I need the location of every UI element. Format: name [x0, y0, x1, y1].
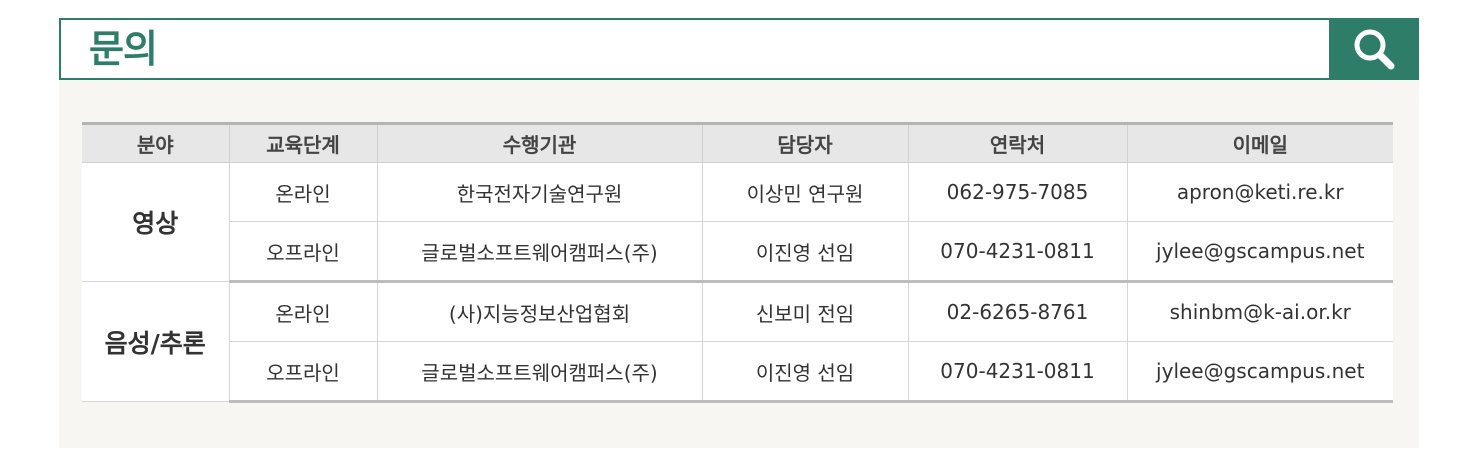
- column-header-field: 분야: [82, 122, 229, 163]
- email-cell: jylee@gscampus.net: [1126, 221, 1393, 283]
- stage-cell: 온라인: [228, 281, 377, 342]
- table-row: 음성/추론 온라인 (사)지능정보산업협회 신보미 전임 02-6265-876…: [82, 281, 1393, 402]
- column-header-organization: 수행기관: [376, 122, 702, 163]
- stage-cell: 오프라인: [228, 221, 377, 283]
- column-header-phone: 연락처: [907, 122, 1127, 163]
- stage-cell: 온라인: [228, 162, 377, 222]
- phone-cell: 070-4231-0811: [907, 341, 1127, 403]
- search-icon: [1354, 29, 1395, 70]
- contact-panel: 분야 교육단계 수행기관 담당자 연락처 이메일 영상 온라인 한국전자기술연구…: [59, 80, 1419, 448]
- page-title: 문의: [89, 27, 158, 71]
- contact-person-cell: 신보미 전임: [701, 281, 908, 342]
- contact-table: 분야 교육단계 수행기관 담당자 연락처 이메일 영상 온라인 한국전자기술연구…: [82, 122, 1393, 403]
- column-header-email: 이메일: [1126, 122, 1393, 163]
- contact-person-cell: 이진영 선임: [701, 221, 908, 283]
- field-cell: 영상: [82, 162, 229, 282]
- email-cell: apron@keti.re.kr: [1126, 162, 1393, 222]
- phone-cell: 070-4231-0811: [907, 221, 1127, 283]
- organization-cell: (사)지능정보산업협회: [376, 281, 702, 342]
- email-cell: jylee@gscampus.net: [1126, 341, 1393, 403]
- organization-cell: 글로벌소프트웨어캠퍼스(주): [376, 221, 702, 283]
- phone-cell: 02-6265-8761: [907, 281, 1127, 342]
- organization-cell: 글로벌소프트웨어캠퍼스(주): [376, 341, 702, 403]
- table-row: 영상 온라인 한국전자기술연구원 이상민 연구원 062-975-7085 ap…: [82, 162, 1393, 282]
- email-cell: shinbm@k-ai.or.kr: [1126, 281, 1393, 342]
- column-header-contact-person: 담당자: [701, 122, 908, 163]
- field-cell: 음성/추론: [82, 281, 229, 402]
- table-row: 오프라인 글로벌소프트웨어캠퍼스(주) 이진영 선임 070-4231-0811…: [82, 341, 1393, 403]
- stage-cell: 오프라인: [228, 341, 377, 403]
- table-header-row: 분야 교육단계 수행기관 담당자 연락처 이메일: [82, 122, 1393, 163]
- search-button[interactable]: [1329, 18, 1419, 80]
- organization-cell: 한국전자기술연구원: [376, 162, 702, 222]
- phone-cell: 062-975-7085: [907, 162, 1127, 222]
- column-header-stage: 교육단계: [228, 122, 377, 163]
- contact-person-cell: 이진영 선임: [701, 341, 908, 403]
- contact-person-cell: 이상민 연구원: [701, 162, 908, 222]
- table-row: 오프라인 글로벌소프트웨어캠퍼스(주) 이진영 선임 070-4231-0811…: [82, 221, 1393, 283]
- inquiry-header: 문의: [59, 18, 1419, 80]
